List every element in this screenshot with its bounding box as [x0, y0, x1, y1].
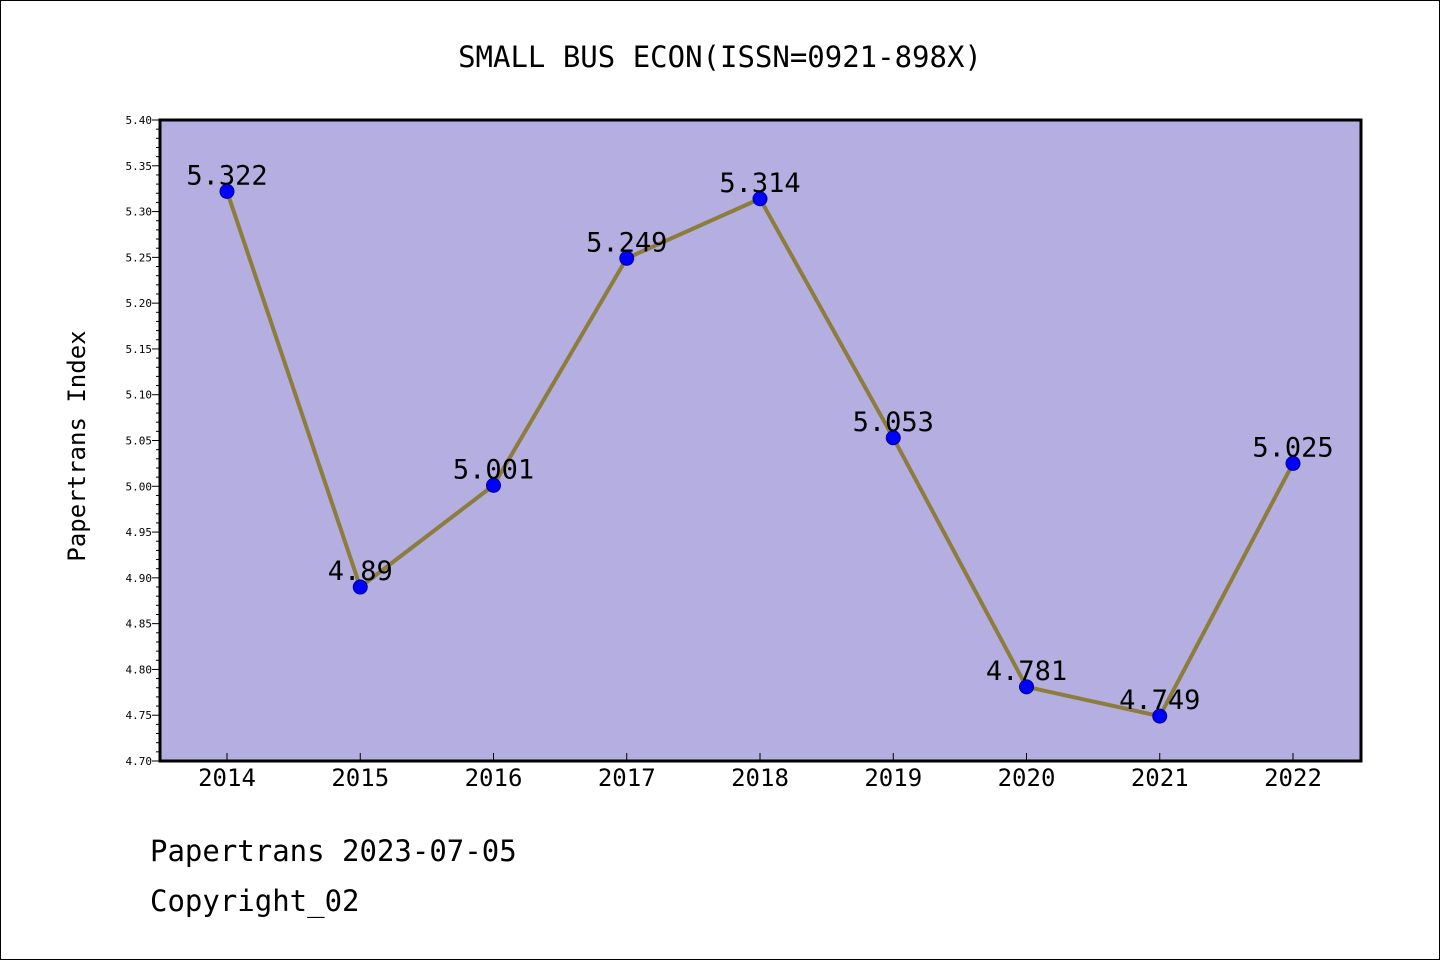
y-tick-label: 5.25 — [126, 251, 153, 264]
y-tick-label: 5.35 — [126, 160, 153, 173]
x-tick-label: 2017 — [598, 764, 656, 792]
footer-copyright-text: Copyright_02 — [150, 884, 360, 918]
data-point-marker — [752, 191, 768, 207]
y-tick-label: 5.10 — [126, 389, 153, 402]
x-tick-label: 2020 — [998, 764, 1056, 792]
data-label: 4.749 — [1119, 685, 1200, 716]
y-tick-label: 5.30 — [126, 206, 153, 219]
chart-title: SMALL BUS ECON(ISSN=0921-898X) — [458, 40, 982, 74]
data-label: 4.781 — [986, 656, 1067, 687]
y-tick-label: 4.85 — [126, 618, 153, 631]
data-labels-layer: 5.322 4.89 5.001 5.249 5.314 5.053 4.781 4.749 5… — [186, 160, 1333, 716]
data-point-marker — [486, 477, 501, 493]
y-tick-label: 4.90 — [126, 572, 153, 585]
x-tick-label: 2014 — [198, 764, 256, 792]
y-tick-label: 4.80 — [126, 663, 153, 676]
x-tick-label: 2015 — [331, 764, 389, 792]
y-axis-label: Papertrans Index — [63, 330, 91, 561]
y-tick-label: 4.75 — [126, 709, 153, 722]
y-tick-label: 5.20 — [126, 297, 153, 310]
markers-layer — [219, 183, 1301, 724]
data-point-marker — [885, 430, 901, 446]
y-tick-label: 5.00 — [126, 480, 153, 493]
y-tick-label: 5.05 — [126, 435, 153, 448]
data-point-marker — [1019, 679, 1034, 695]
data-label: 5.025 — [1252, 432, 1333, 463]
data-label: 4.89 — [328, 556, 393, 587]
data-label: 5.053 — [853, 407, 934, 438]
x-tick-label: 2021 — [1131, 764, 1189, 792]
plot-area — [160, 120, 1361, 761]
y-axis: 4.70 4.75 4.80 4.85 4.90 4.95 5.00 5.05 5.10 5.15… — [126, 114, 160, 768]
y-tick-label: 4.70 — [126, 755, 153, 768]
data-label: 5.001 — [453, 454, 534, 485]
data-label: 5.249 — [586, 227, 667, 258]
x-tick-label: 2022 — [1264, 764, 1322, 792]
data-label: 5.314 — [719, 168, 800, 199]
data-label: 5.322 — [186, 160, 267, 191]
y-tick-label: 5.15 — [126, 343, 153, 356]
x-tick-label: 2016 — [465, 764, 523, 792]
footer-date-text: Papertrans 2023-07-05 — [150, 834, 517, 868]
y-tick-label: 4.95 — [126, 526, 153, 539]
x-tick-label: 2019 — [864, 764, 922, 792]
data-point-marker — [1285, 455, 1301, 471]
y-tick-label: 5.40 — [126, 114, 153, 127]
x-tick-label: 2018 — [731, 764, 789, 792]
plot-border — [158, 118, 1363, 763]
data-point-marker — [219, 183, 235, 199]
data-point-marker — [352, 579, 368, 595]
x-axis: 2014 2015 2016 2017 2018 2019 2020 2021 2022 — [198, 753, 1322, 792]
data-point-marker — [619, 250, 635, 266]
data-point-marker — [1152, 708, 1168, 724]
